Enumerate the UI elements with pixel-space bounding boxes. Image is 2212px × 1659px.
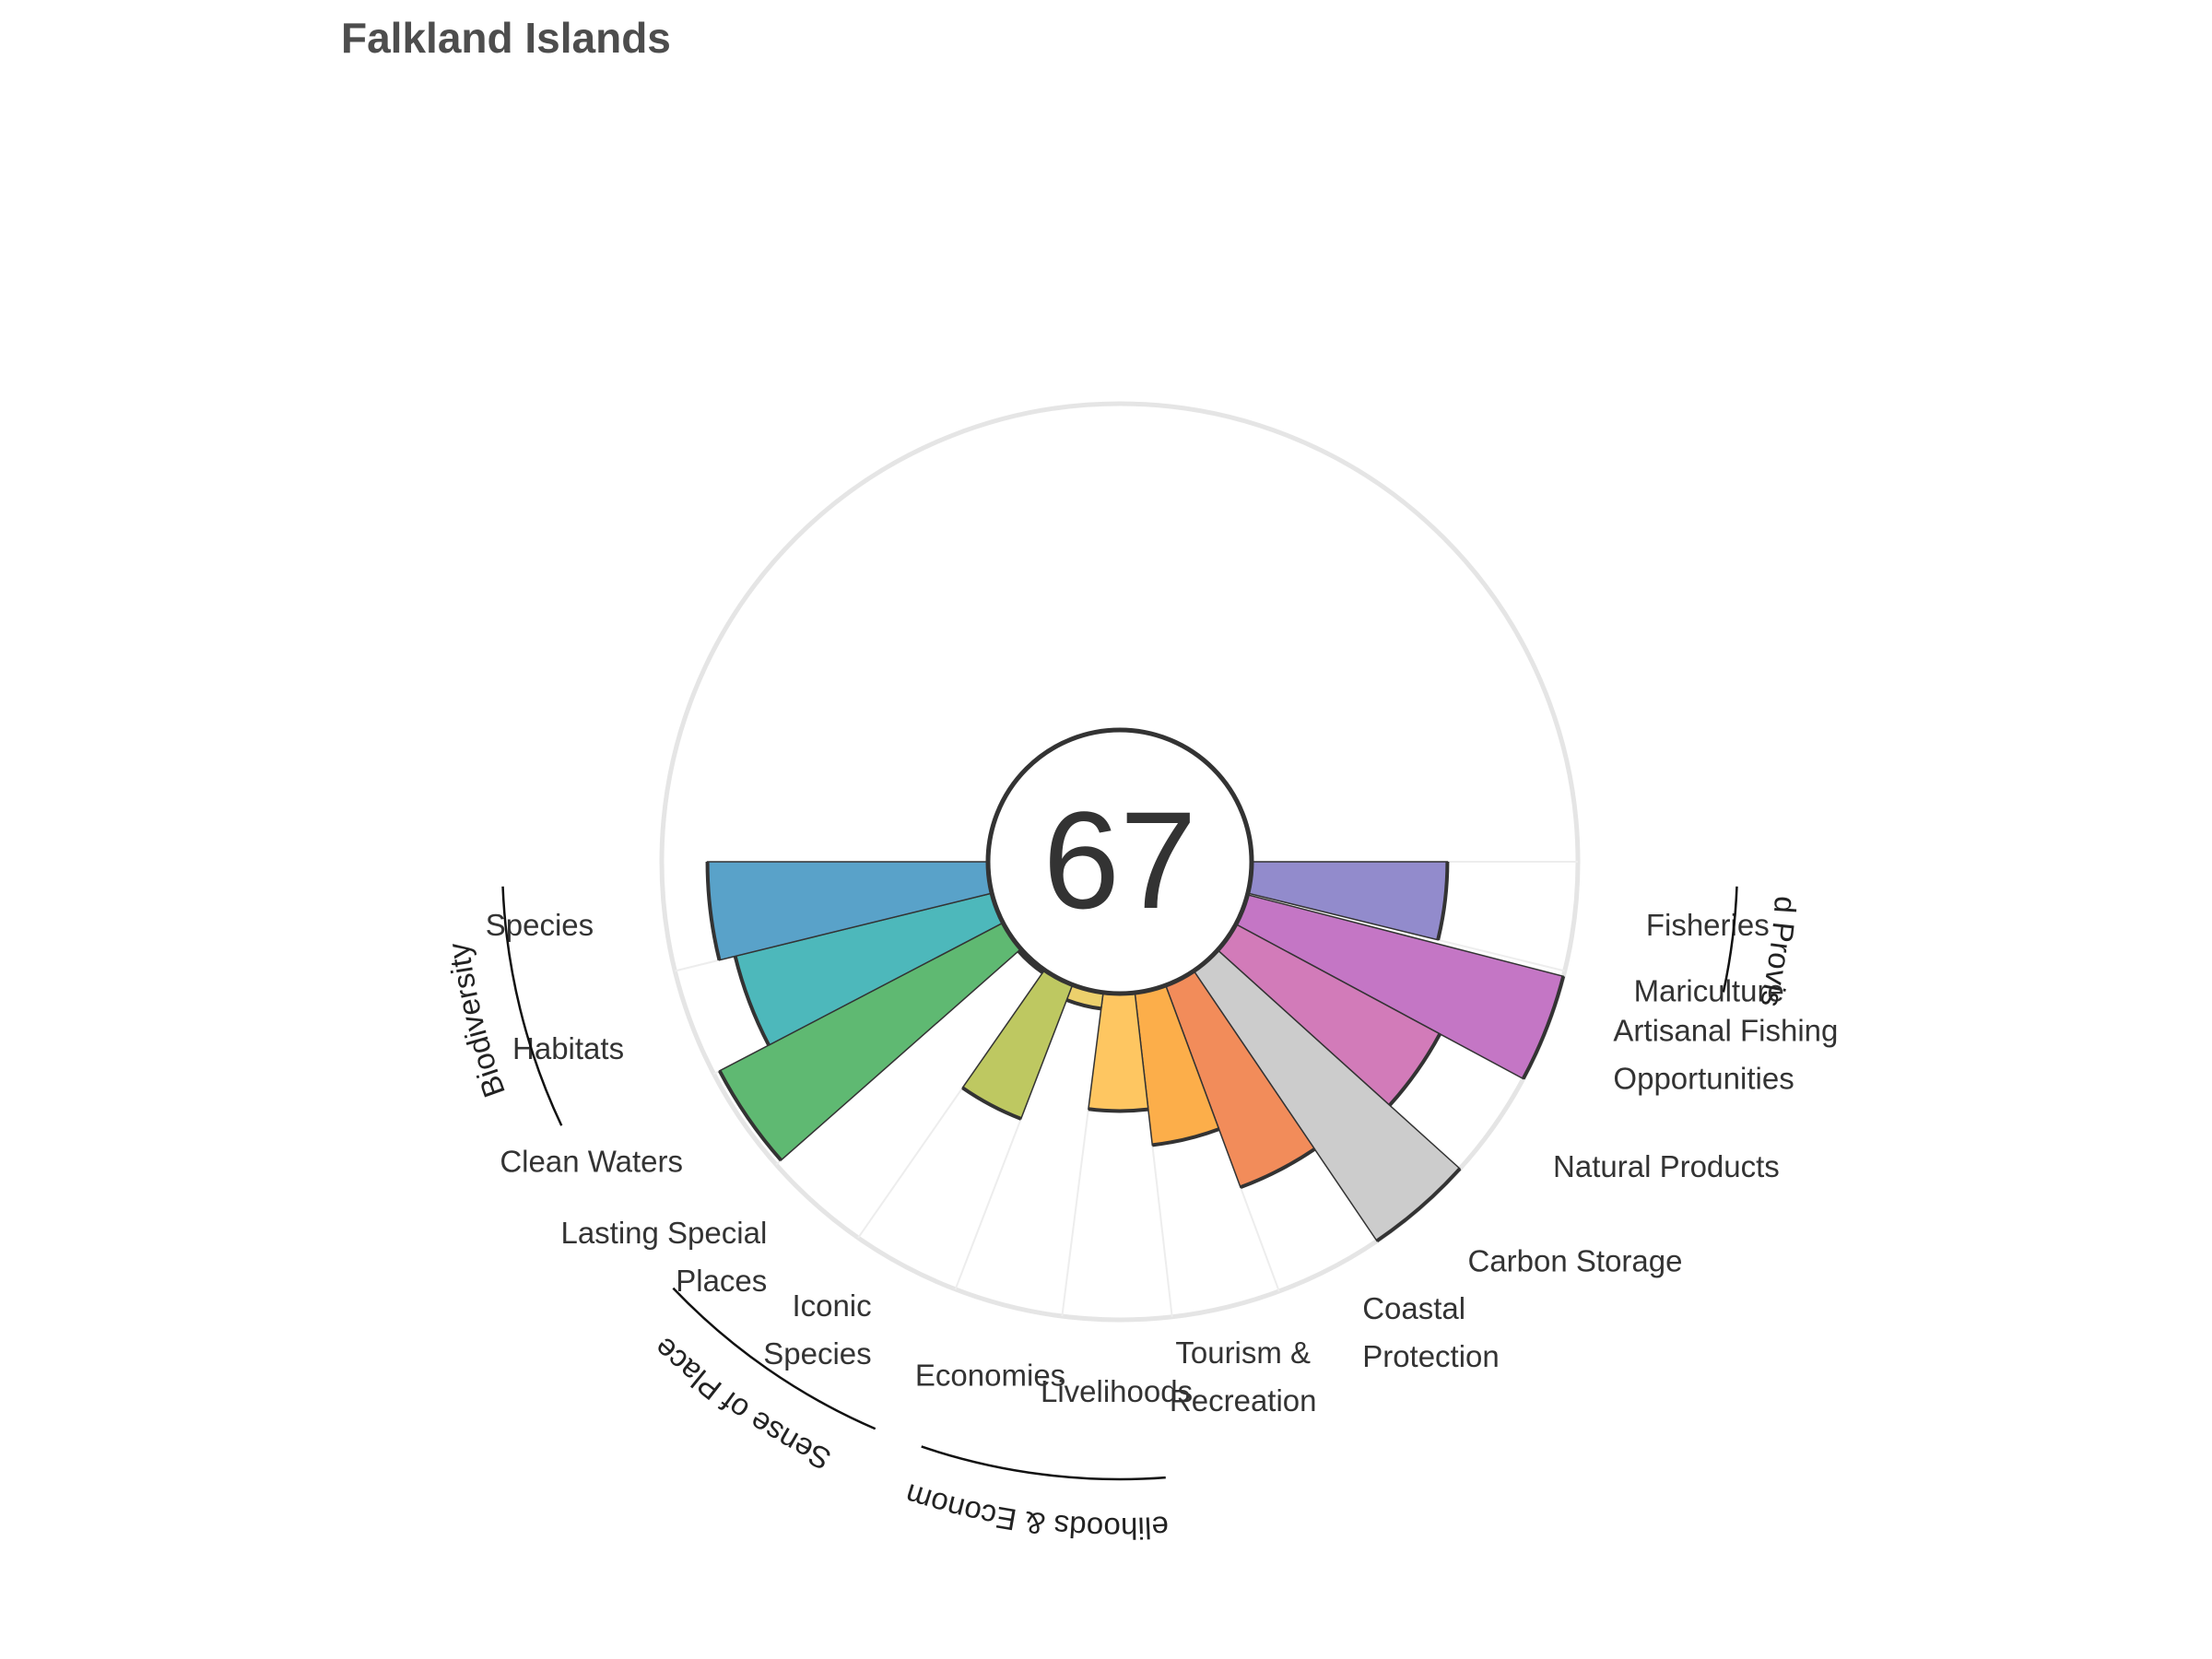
group-arc (501, 886, 563, 1126)
group-arc (672, 1287, 877, 1430)
petal-edge (961, 1086, 1022, 1121)
petal-edge (1240, 1147, 1316, 1190)
group-arc (1722, 886, 1738, 993)
goal-label-line: Carbon Storage (1467, 1244, 1682, 1278)
petal-edge (1436, 861, 1450, 941)
goal-label-line: Fisheries (1646, 908, 1770, 942)
goal-label-line: Coastal (1362, 1291, 1465, 1325)
goal-label-line: Places (676, 1264, 767, 1298)
petals (705, 861, 1566, 1243)
goal-label: Clean Waters (500, 1145, 683, 1179)
group-label: Food Provision (0, 0, 1803, 1010)
group-arcs: Food ProvisionBiodiversityLivelihoods & … (0, 0, 1803, 1546)
goal-label: Artisanal Fishing Opportunities (1613, 1014, 1838, 1096)
goal-label-line: Livelihoods (1041, 1374, 1193, 1408)
goal-label-line: Species (486, 908, 594, 942)
goal-label: Mariculture (1634, 973, 1784, 1007)
goal-label-line: Habitats (512, 1031, 624, 1065)
chart-title: Falkland Islands (341, 14, 671, 62)
goal-label-line: Clean Waters (500, 1145, 683, 1179)
goal-label: Lasting Special Places (560, 1216, 767, 1298)
goal-label: Iconic Species (763, 1288, 871, 1371)
goal-label-line: Mariculture (1634, 973, 1784, 1007)
group-arc (921, 1445, 1166, 1481)
petal-edge (1152, 1127, 1220, 1147)
group-label: Livelihoods & Economies (0, 0, 1170, 1546)
goal-label: Carbon Storage (1467, 1244, 1682, 1278)
goal-label-line: Recreation (1170, 1383, 1317, 1418)
goal-label-line: Opportunities (1613, 1062, 1794, 1096)
goal-label-line: Natural Products (1553, 1149, 1780, 1183)
group-label-text: Food Provision (0, 0, 1803, 1010)
center-circle (985, 727, 1254, 996)
group-label: Biodiversity (441, 940, 512, 1101)
goal-label: Species (486, 908, 594, 942)
overall-score: 67 (1043, 782, 1197, 937)
goal-label-line: Tourism & (1175, 1335, 1311, 1370)
goal-label: Natural Products (1553, 1149, 1780, 1183)
goal-label: Fisheries (1646, 908, 1770, 942)
goal-label-line: Lasting Special (560, 1216, 767, 1250)
goal-label-line: Species (763, 1336, 871, 1371)
petal-edge (718, 1069, 782, 1162)
petal-edge (1088, 1107, 1149, 1113)
goal-label: Habitats (512, 1031, 624, 1065)
petal-edge (705, 861, 722, 961)
goal-label: Coastal Protection (1362, 1291, 1500, 1373)
petal-edge (1375, 1167, 1462, 1243)
goal-labels: Fisheries Mariculture Artisanal Fishing Opp… (486, 908, 1839, 1418)
goal-label: Livelihoods (1041, 1374, 1193, 1408)
petal-edge (1388, 1032, 1442, 1107)
goal-label-line: Iconic (792, 1288, 871, 1323)
petal-edge (733, 955, 771, 1046)
goal-label: Tourism & Recreation (1170, 1335, 1317, 1418)
goal-label-line: Economies (915, 1359, 1065, 1393)
petal-edge (1521, 975, 1566, 1080)
goal-label-line: Artisanal Fishing (1613, 1014, 1838, 1048)
group-label-text: Livelihoods & Economies (0, 0, 1170, 1546)
goal-label-line: Protection (1362, 1339, 1500, 1373)
goal-label: Economies (915, 1359, 1065, 1393)
group-label-text: Biodiversity (441, 940, 512, 1101)
